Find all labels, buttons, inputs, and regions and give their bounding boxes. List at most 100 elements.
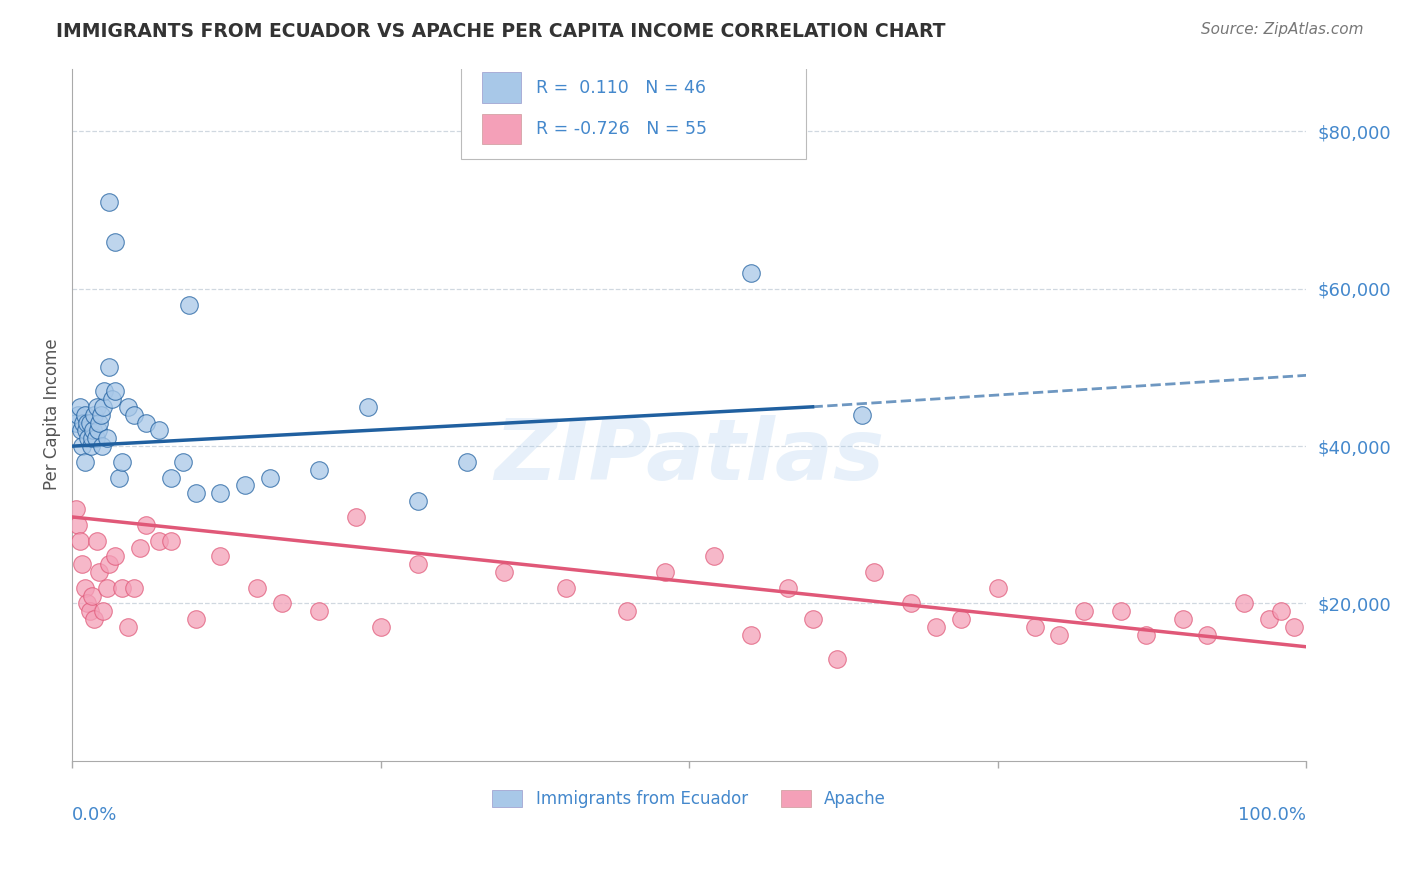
Point [344, 510, 367, 524]
Point [91, 604, 114, 618]
Point [740, 266, 762, 280]
Point [80, 589, 103, 603]
FancyBboxPatch shape [482, 72, 522, 103]
Point [77, 431, 100, 445]
Point [271, 597, 294, 611]
Point [900, 597, 922, 611]
Point [148, 424, 170, 438]
Text: Source: ZipAtlas.com: Source: ZipAtlas.com [1201, 22, 1364, 37]
Point [79, 416, 101, 430]
Point [370, 620, 392, 634]
Point [1282, 620, 1305, 634]
Point [406, 557, 429, 571]
Point [108, 470, 131, 484]
Point [86, 533, 108, 548]
Point [1047, 628, 1070, 642]
Point [776, 581, 799, 595]
Point [89, 416, 111, 430]
Point [1270, 604, 1292, 618]
Point [73, 408, 96, 422]
Text: ZIPatlas: ZIPatlas [494, 415, 884, 498]
Point [184, 486, 207, 500]
Text: R =  0.110   N = 46: R = 0.110 N = 46 [536, 78, 706, 96]
Point [72, 416, 94, 430]
Y-axis label: Per Capita Income: Per Capita Income [44, 339, 60, 491]
Point [209, 549, 232, 564]
Point [65, 502, 87, 516]
Point [184, 612, 207, 626]
Point [987, 581, 1010, 595]
Point [100, 392, 122, 406]
Point [110, 581, 132, 595]
Point [406, 494, 429, 508]
Point [949, 612, 972, 626]
Point [93, 384, 115, 398]
Point [160, 470, 183, 484]
Point [70, 424, 93, 438]
Point [1258, 612, 1281, 626]
Point [80, 439, 103, 453]
Point [1109, 604, 1132, 618]
Point [456, 455, 478, 469]
Point [308, 604, 330, 618]
Point [160, 533, 183, 548]
Point [357, 400, 380, 414]
Text: IMMIGRANTS FROM ECUADOR VS APACHE PER CAPITA INCOME CORRELATION CHART: IMMIGRANTS FROM ECUADOR VS APACHE PER CA… [56, 22, 946, 41]
Point [863, 565, 886, 579]
Point [740, 628, 762, 642]
Point [89, 565, 111, 579]
Point [65, 416, 87, 430]
Point [67, 517, 90, 532]
Point [76, 416, 98, 430]
Point [117, 620, 139, 634]
Point [67, 408, 90, 422]
Point [1197, 628, 1219, 642]
Point [83, 408, 105, 422]
Point [654, 565, 676, 579]
Point [70, 557, 93, 571]
Point [246, 581, 269, 595]
Point [69, 400, 91, 414]
Point [1073, 604, 1095, 618]
Point [703, 549, 725, 564]
Point [104, 549, 127, 564]
Point [616, 604, 638, 618]
Point [69, 533, 91, 548]
Point [494, 565, 516, 579]
Point [825, 651, 848, 665]
Point [98, 360, 121, 375]
Point [73, 455, 96, 469]
Text: 100.0%: 100.0% [1239, 805, 1306, 824]
Point [96, 581, 118, 595]
Point [122, 408, 145, 422]
Point [259, 470, 281, 484]
Point [209, 486, 232, 500]
Point [90, 408, 112, 422]
Point [801, 612, 824, 626]
FancyBboxPatch shape [482, 114, 522, 145]
Point [554, 581, 576, 595]
Point [129, 541, 152, 556]
Point [135, 517, 157, 532]
Point [110, 455, 132, 469]
Point [75, 424, 97, 438]
Point [98, 195, 121, 210]
Point [117, 400, 139, 414]
Point [104, 384, 127, 398]
Point [79, 604, 101, 618]
Point [83, 612, 105, 626]
Point [1171, 612, 1194, 626]
Point [172, 455, 194, 469]
Point [148, 533, 170, 548]
Point [82, 424, 104, 438]
Point [91, 400, 114, 414]
Point [76, 597, 98, 611]
Point [70, 439, 93, 453]
Point [1135, 628, 1157, 642]
Point [308, 463, 330, 477]
Legend: Immigrants from Ecuador, Apache: Immigrants from Ecuador, Apache [485, 783, 893, 814]
Text: R = -0.726   N = 55: R = -0.726 N = 55 [536, 120, 707, 138]
Point [851, 408, 873, 422]
Point [84, 431, 107, 445]
Point [925, 620, 948, 634]
